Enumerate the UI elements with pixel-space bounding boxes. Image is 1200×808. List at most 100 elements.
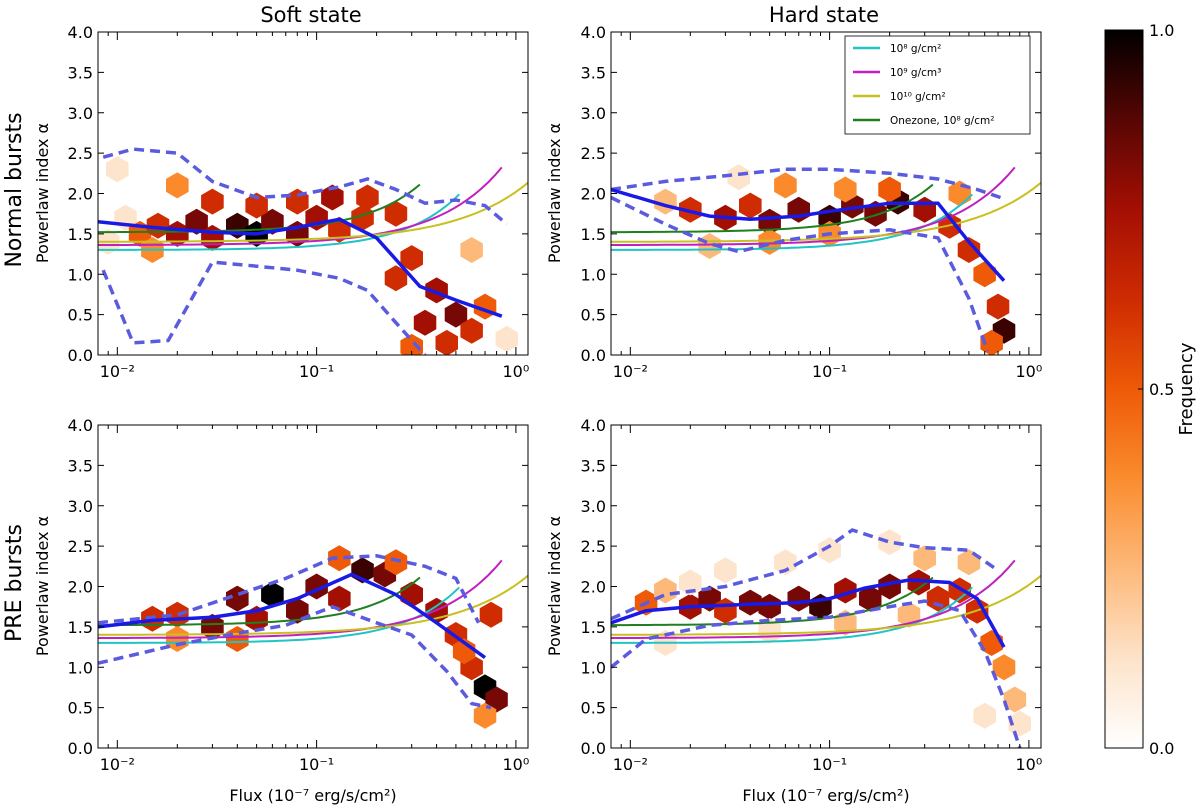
y-tick-label: 3.0 (68, 104, 93, 123)
hexbin (166, 172, 189, 199)
row-title-pre: PRE bursts (2, 524, 27, 642)
hexbin (226, 626, 249, 652)
model-1e9-curve (98, 166, 503, 246)
y-tick-label: 0.5 (581, 699, 606, 718)
colorbar-label: Frequency (1176, 342, 1197, 435)
hexbin (878, 573, 901, 600)
y-tick-label: 3.0 (581, 104, 606, 123)
colorbar-gradient (1104, 29, 1144, 749)
y-tick-label: 3.5 (68, 456, 93, 475)
hexbin (913, 196, 936, 223)
legend: 10⁸ g/cm² 10⁹ g/cm³ 10¹⁰ g/cm² Onezone, … (844, 35, 1031, 135)
y-tick-label: 0.0 (68, 739, 93, 758)
hexbin (351, 204, 374, 231)
y-tick-label: 3.0 (581, 497, 606, 516)
hexbin (878, 529, 901, 556)
x-tick-label: 10⁻¹ (812, 755, 847, 774)
hexbin (185, 208, 208, 235)
model-1e9-curve (98, 559, 503, 639)
colorbar-ticklabel-05: 0.5 (1149, 380, 1174, 399)
hexbin (166, 626, 189, 652)
hexbin (679, 196, 702, 223)
hexbin (980, 630, 1003, 656)
hexbin (1008, 710, 1031, 737)
x-tick-label: 10⁻¹ (299, 362, 334, 381)
hexbin (973, 261, 996, 288)
hexbin (787, 196, 810, 223)
y-tick-label: 1.5 (581, 618, 606, 637)
y-tick-label: 4.0 (68, 23, 93, 42)
hexbin (818, 537, 841, 564)
hexbin (356, 184, 379, 211)
hexbin (413, 309, 437, 336)
x-tick-label: 10⁻² (613, 362, 648, 381)
ylabel-pre-hard: Powerlaw index α (545, 516, 564, 656)
hexbin (986, 293, 1010, 320)
x-tick-label: 10⁻¹ (299, 755, 334, 774)
y-tick-label: 1.0 (68, 658, 93, 677)
y-tick-label: 1.0 (581, 658, 606, 677)
hexbin (166, 220, 189, 247)
y-tick-label: 2.5 (581, 537, 606, 556)
y-tick-label: 1.0 (68, 265, 93, 284)
hexbin (957, 237, 981, 263)
x-tick-label: 10⁻² (100, 362, 135, 381)
ylabel-normal-soft: Powerlaw index α (33, 123, 52, 263)
y-tick-label: 3.5 (68, 63, 93, 82)
y-tick-label: 0.0 (68, 346, 93, 365)
hexbin (321, 184, 344, 211)
model-1e10-curve (611, 181, 1041, 243)
hexbin (245, 192, 268, 219)
hexbin (384, 200, 408, 227)
hexbin (328, 545, 351, 572)
y-tick-label: 2.0 (581, 185, 606, 204)
hexbin (758, 208, 781, 235)
hexbin (400, 245, 423, 272)
legend-label-1e9: 10⁹ g/cm³ (890, 67, 941, 79)
hexbin (1003, 686, 1027, 713)
envelope-lower-dashed (611, 195, 990, 352)
envelope-upper-dashed (102, 147, 508, 226)
y-tick-label: 1.5 (68, 618, 93, 637)
hexbin (973, 702, 996, 729)
median-line (611, 187, 1006, 282)
hexbin (384, 549, 408, 576)
x-tick-label: 10⁰ (503, 755, 530, 774)
y-tick-label: 1.5 (581, 225, 606, 244)
hexbin (425, 277, 448, 304)
panel-pre-soft: 0.0 0.5 1.0 1.5 2.0 2.5 3.0 3.5 4.0 10⁻² 10⁻¹ 10⁰ (68, 416, 530, 774)
hexbin (859, 585, 882, 612)
envelope-lower-dashed (101, 260, 427, 355)
envelope-upper-dashed (611, 167, 1002, 200)
hexbin (460, 237, 483, 263)
hexbin (758, 593, 781, 620)
x-tick-label: 10⁰ (1016, 755, 1043, 774)
model-onezone-curve (611, 183, 934, 234)
x-tick-label: 10⁻² (613, 755, 648, 774)
hexbin (926, 585, 950, 612)
median-line (98, 217, 503, 318)
plot-area (98, 147, 528, 355)
y-tick-label: 2.5 (68, 537, 93, 556)
y-tick-label: 4.0 (68, 416, 93, 435)
y-tick-label: 3.5 (581, 63, 606, 82)
envelope-lower-dashed (611, 599, 1022, 748)
y-tick-label: 0.5 (68, 306, 93, 325)
hexbin (261, 581, 284, 608)
hexbin (479, 601, 503, 628)
column-title-hard: Hard state (769, 3, 879, 27)
hexbin (473, 702, 497, 729)
y-tick-label: 2.0 (581, 578, 606, 597)
hexbin (957, 549, 981, 576)
hexbin (444, 301, 468, 328)
hexbin (834, 176, 857, 203)
panel-normal-hard: 0.0 0.5 1.0 1.5 2.0 2.5 3.0 3.5 4.0 10⁻² 10⁻¹ 10⁰ (581, 23, 1043, 381)
model-1e10-curve (98, 181, 528, 243)
hexbin (714, 557, 737, 584)
hexbin (739, 192, 762, 219)
model-onezone-curve (98, 576, 421, 627)
y-tick-label: 0.0 (581, 739, 606, 758)
legend-box (844, 35, 1031, 135)
x-tick-label: 10⁻² (100, 755, 135, 774)
